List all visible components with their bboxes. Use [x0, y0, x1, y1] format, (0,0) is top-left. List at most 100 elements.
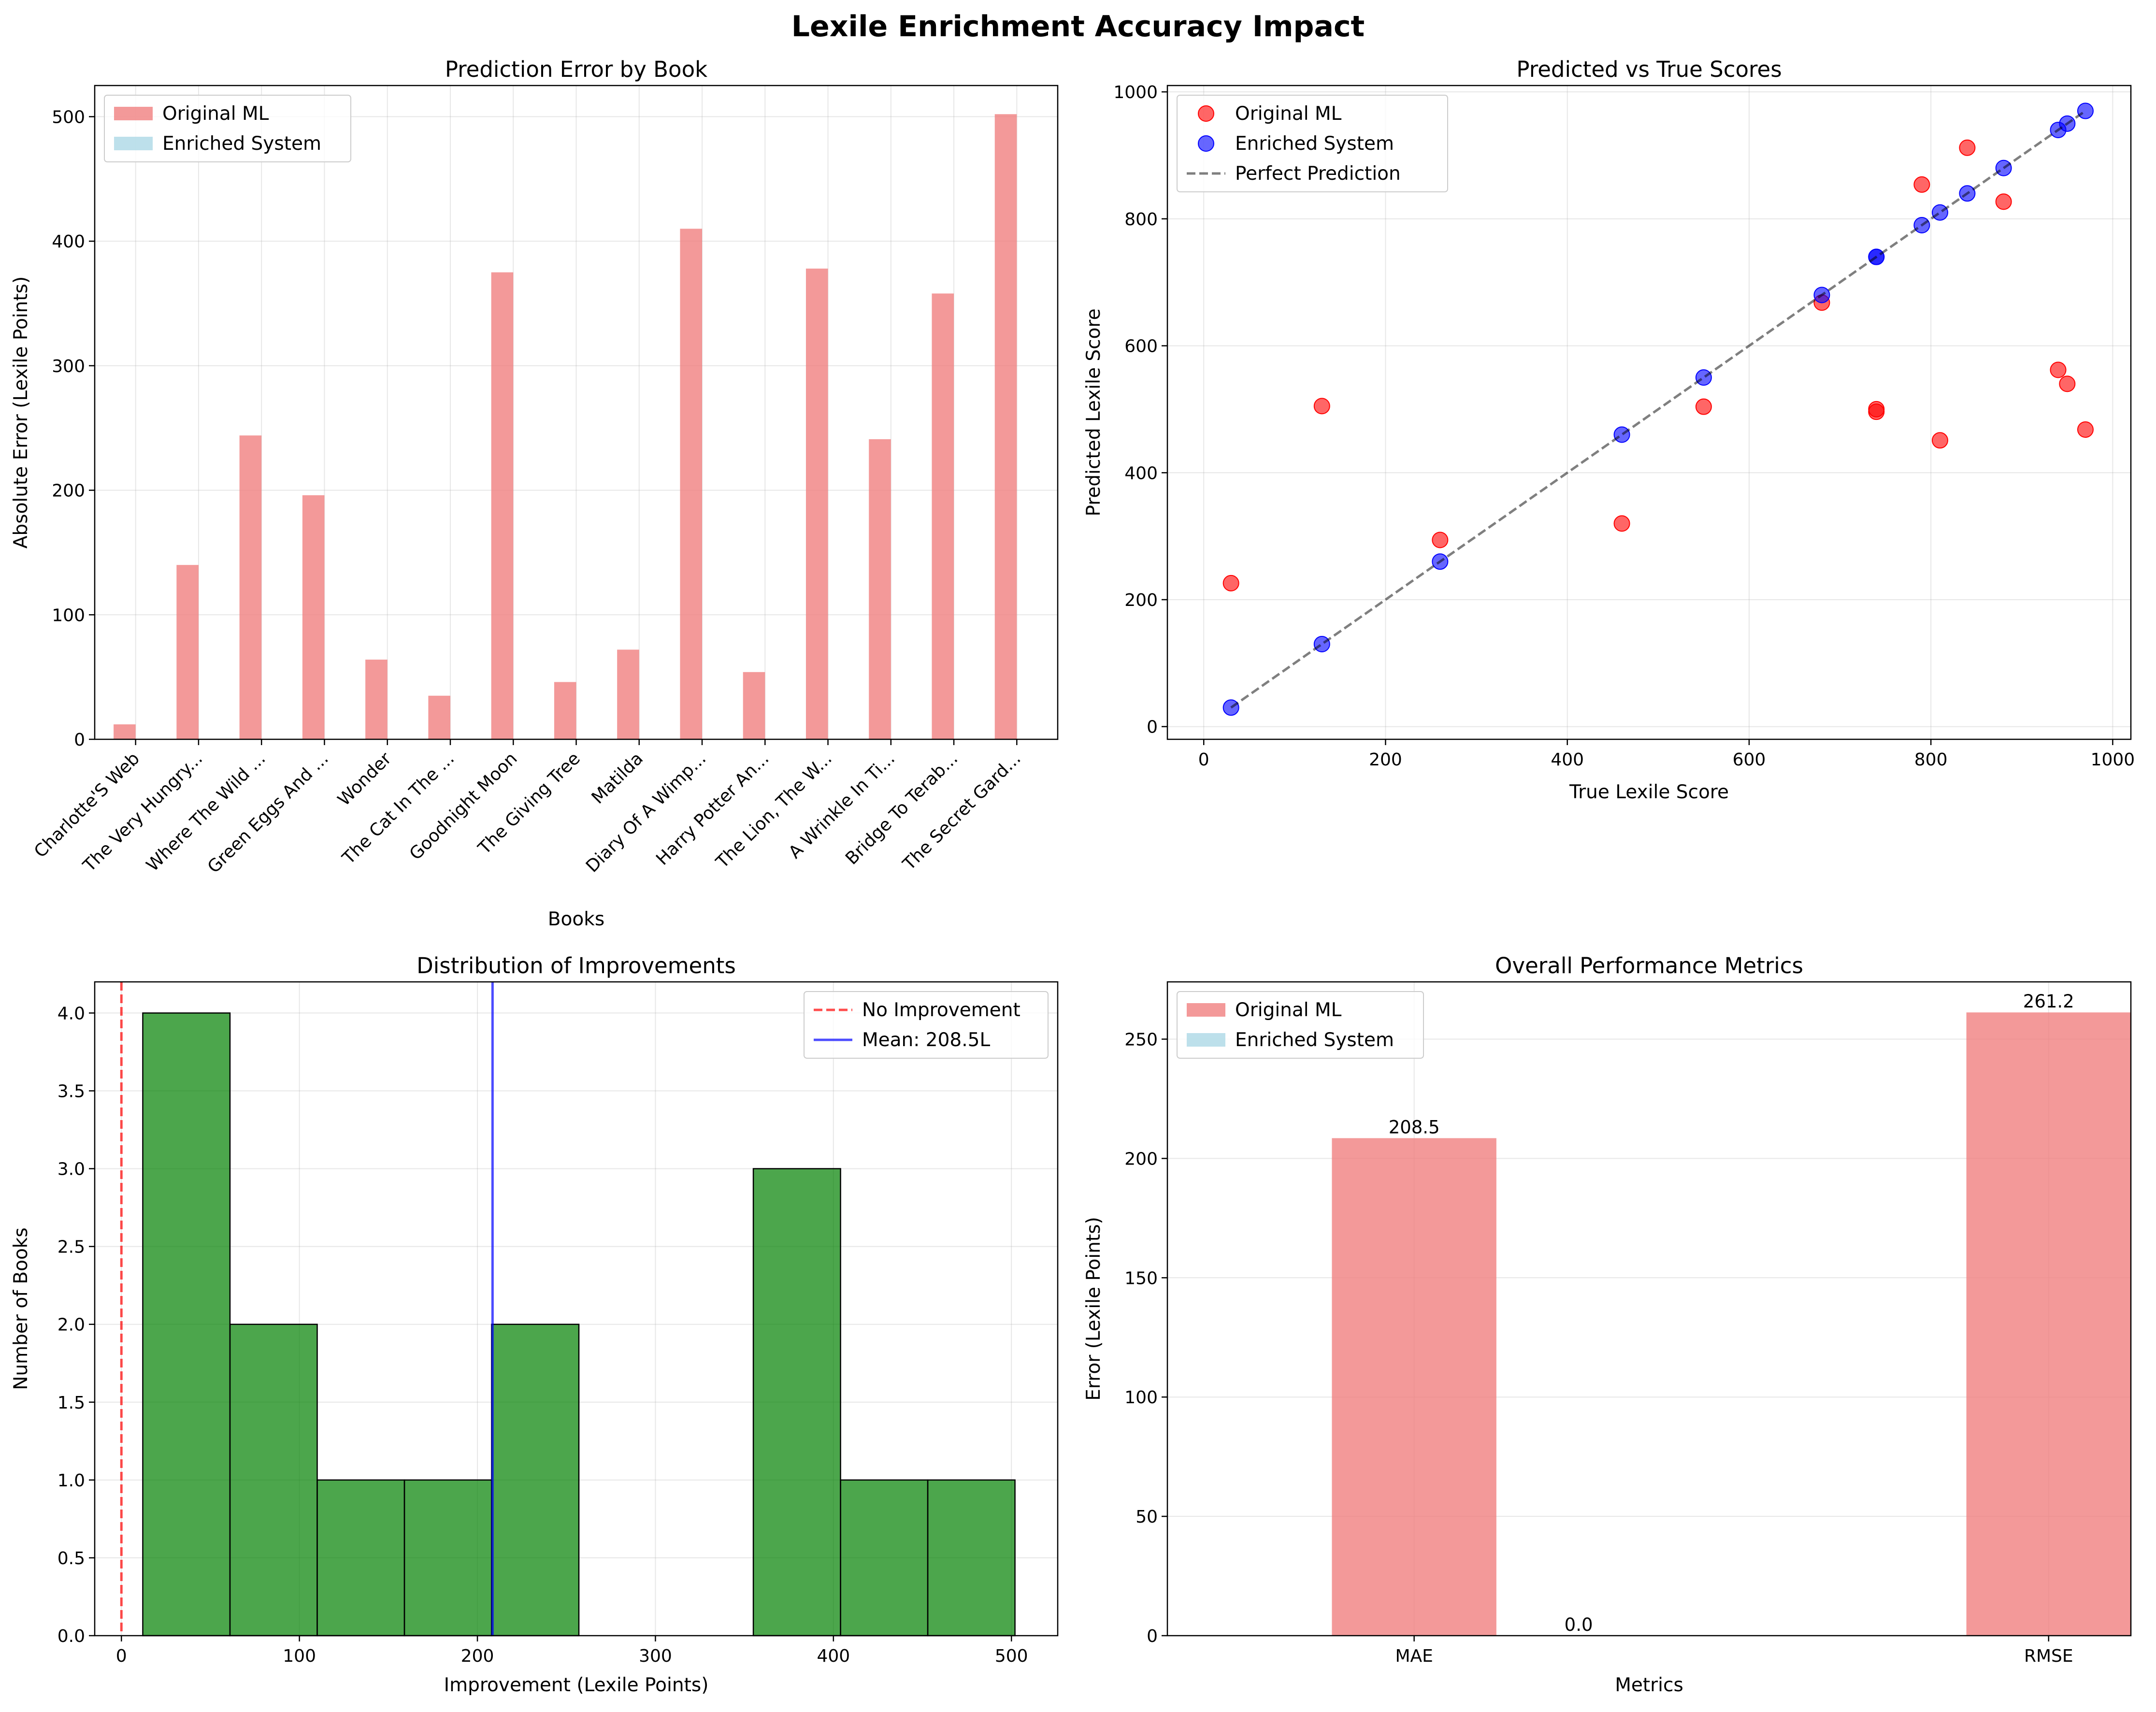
data-label-original-ml: 208.5 — [1389, 1117, 1440, 1137]
legend-box — [804, 991, 1049, 1059]
point-enriched-system — [1313, 635, 1330, 652]
x-tick-label: 400 — [817, 1646, 850, 1666]
x-tick-label: 500 — [995, 1646, 1028, 1666]
axes-spines — [1166, 85, 2132, 740]
x-axis-label: Improvement (Lexile Points) — [444, 1674, 709, 1696]
legend-marker-enriched-system — [1198, 135, 1214, 152]
bar-original-ml — [743, 672, 765, 739]
histogram-bar — [316, 1479, 405, 1637]
figure-title: Lexile Enrichment Accuracy Impact — [791, 10, 1365, 43]
y-axis-label: Predicted Lexile Score — [1083, 308, 1105, 516]
y-tick-label: 100 — [1124, 1388, 1158, 1408]
point-original-ml — [1913, 176, 1930, 193]
y-tick-label: 50 — [1135, 1507, 1158, 1527]
point-original-ml — [2050, 361, 2067, 378]
legend-box — [104, 95, 351, 162]
y-tick-label: 600 — [1124, 337, 1158, 357]
x-axis-label: Books — [548, 908, 604, 930]
legend-label-mean: Mean: 208.5L — [862, 1029, 990, 1051]
y-tick-label: 100 — [52, 605, 85, 625]
y-tick-label: 800 — [1124, 210, 1158, 230]
point-original-ml — [1995, 193, 2012, 210]
point-original-ml — [1931, 432, 1948, 449]
axes-title: Predicted vs True Scores — [1516, 57, 1782, 82]
y-tick-label: 200 — [1124, 1149, 1158, 1169]
bar-original-ml — [805, 268, 828, 739]
x-tick-label: 600 — [1733, 750, 1766, 770]
x-tick-label: 300 — [639, 1646, 672, 1666]
legend-label-original-ml: Original ML — [1235, 103, 1342, 125]
bar-original-ml — [176, 565, 199, 739]
y-tick-label: 1000 — [1113, 83, 1158, 102]
panel-improvements: Distribution of Improvements Improvement … — [10, 953, 1059, 1696]
legend-label-original-ml: Original ML — [1235, 999, 1342, 1021]
bar-original-ml — [302, 495, 325, 739]
panel-pred-vs-true: Predicted vs True Scores True Lexile Scor… — [1083, 57, 2135, 803]
y-tick-label: 400 — [1124, 463, 1158, 483]
axes-title: Overall Performance Metrics — [1495, 953, 1803, 978]
x-tick-label: 200 — [461, 1646, 494, 1666]
bar-original-ml — [554, 682, 576, 739]
x-tick-label: 1000 — [2091, 750, 2135, 770]
x-tick-label: 0 — [1198, 750, 1209, 770]
legend-box — [1177, 95, 1448, 192]
point-original-ml — [1613, 515, 1630, 532]
histogram-bar — [403, 1479, 492, 1637]
axes-title: Distribution of Improvements — [417, 953, 736, 978]
bar-original-ml — [680, 229, 703, 739]
y-tick-label: 0 — [1147, 718, 1158, 737]
x-axis-label: Metrics — [1615, 1674, 1683, 1696]
point-original-ml — [2059, 375, 2076, 392]
bar-original-ml — [1966, 1012, 2131, 1636]
axes-spines — [94, 85, 1059, 740]
histogram-bar — [491, 1324, 580, 1637]
y-tick-label: 250 — [1124, 1030, 1158, 1050]
bar-original-ml — [932, 293, 954, 739]
point-enriched-system — [1613, 426, 1630, 443]
y-tick-label: 400 — [52, 232, 85, 252]
y-axis-label: Number of Books — [10, 1227, 32, 1390]
bar-original-ml — [869, 439, 891, 739]
y-tick-label: 200 — [1124, 590, 1158, 610]
histogram-bar — [142, 1012, 231, 1637]
histogram-bar — [927, 1479, 1016, 1637]
legend-swatch-original-ml — [114, 107, 153, 120]
legend-label-enriched-system: Enriched System — [162, 133, 321, 155]
legend-label-no-improvement: No Improvement — [862, 999, 1021, 1021]
bar-original-ml — [994, 114, 1017, 739]
bar-original-ml — [365, 660, 388, 739]
y-tick-label: 2.5 — [57, 1237, 85, 1257]
data-label-original-ml: 261.2 — [2023, 991, 2074, 1012]
y-tick-label: 1.0 — [57, 1471, 85, 1491]
x-tick-label: MAE — [1395, 1646, 1433, 1666]
legend-label-enriched-system: Enriched System — [1235, 133, 1394, 155]
bar-original-ml — [617, 649, 639, 739]
legend-label-perfect-prediction: Perfect Prediction — [1235, 163, 1401, 185]
x-tick-label: 100 — [283, 1646, 316, 1666]
x-tick-label: 200 — [1369, 750, 1402, 770]
bar-original-ml — [491, 272, 514, 739]
x-tick-label: 800 — [1914, 750, 1948, 770]
perfect-prediction-line — [1230, 110, 2086, 709]
point-enriched-system — [1931, 204, 1948, 221]
axes-spines — [94, 981, 1059, 1637]
bar-original-ml — [1332, 1138, 1496, 1636]
axes-spines — [1166, 981, 2132, 1637]
bar-original-ml — [428, 695, 450, 739]
point-original-ml — [1222, 575, 1239, 591]
point-original-ml — [1313, 398, 1330, 415]
axes-title: Prediction Error by Book — [445, 57, 707, 82]
y-tick-label: 3.0 — [57, 1160, 85, 1180]
legend-label-enriched-system: Enriched System — [1235, 1029, 1394, 1051]
point-original-ml — [1695, 398, 1712, 415]
y-tick-label: 150 — [1124, 1268, 1158, 1288]
y-tick-label: 500 — [52, 107, 85, 127]
legend-swatch-original-ml — [1187, 1003, 1225, 1017]
panel-overall-metrics: Overall Performance Metrics Metrics Error … — [1083, 953, 2132, 1696]
histogram-bar — [840, 1479, 929, 1637]
legend-swatch-enriched-system — [114, 137, 153, 150]
y-tick-label: 4.0 — [57, 1004, 85, 1023]
x-tick-label: 0 — [116, 1646, 127, 1666]
legend-box — [1177, 991, 1424, 1059]
